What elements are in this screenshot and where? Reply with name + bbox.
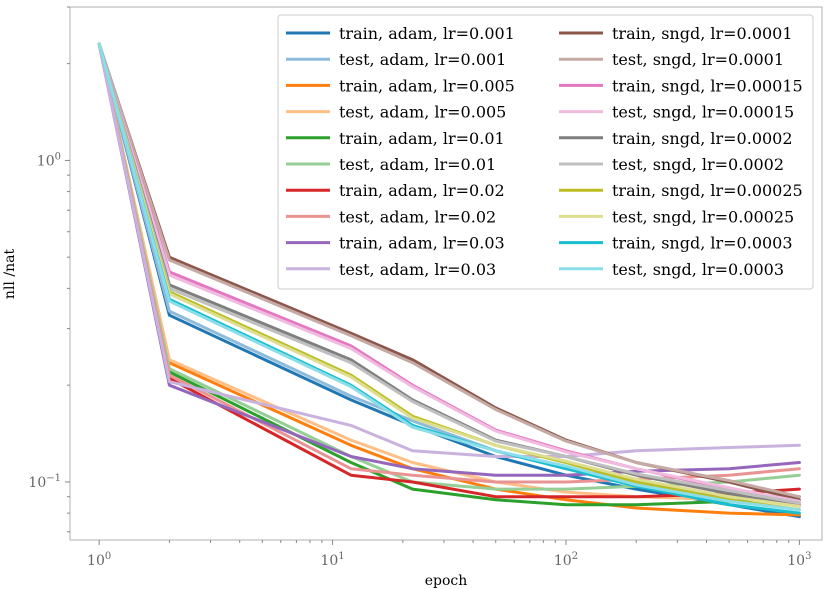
legend-label: test, sngd, lr=0.0003 bbox=[612, 260, 784, 279]
legend-label: train, sngd, lr=0.0002 bbox=[612, 129, 793, 148]
legend-label: test, sngd, lr=0.00015 bbox=[612, 103, 794, 122]
legend-label: test, adam, lr=0.02 bbox=[339, 207, 496, 226]
series-line-5 bbox=[97, 42, 801, 507]
legend-label: test, sngd, lr=0.00025 bbox=[612, 207, 794, 226]
x-tick-label: 101 bbox=[320, 551, 344, 569]
y-axis-label: nll /nat bbox=[2, 249, 18, 300]
ticks-layer: 100 101 102 103 10−1 100 bbox=[28, 6, 811, 569]
x-tick-label: 102 bbox=[554, 551, 578, 569]
legend-label: train, adam, lr=0.01 bbox=[339, 129, 505, 148]
legend-box bbox=[277, 14, 814, 290]
series-line-10 bbox=[97, 42, 801, 458]
legend-label: train, sngd, lr=0.00015 bbox=[612, 76, 803, 95]
legend-label: train, adam, lr=0.03 bbox=[339, 234, 505, 253]
series-line-18 bbox=[97, 42, 801, 508]
legend-label: test, adam, lr=0.01 bbox=[339, 155, 496, 174]
y-tick-label: 10−1 bbox=[28, 473, 61, 491]
legend-label: test, adam, lr=0.03 bbox=[339, 260, 496, 279]
series-line-12 bbox=[97, 42, 801, 499]
x-tick-label: 103 bbox=[787, 551, 811, 569]
legend-label: train, adam, lr=0.02 bbox=[339, 181, 505, 200]
series-line-9 bbox=[97, 42, 801, 477]
plot-frame bbox=[69, 6, 823, 541]
series-layer bbox=[97, 42, 801, 519]
series-line-14 bbox=[97, 42, 801, 503]
legend-label: test, adam, lr=0.001 bbox=[339, 50, 506, 69]
legend-label: test, sngd, lr=0.0001 bbox=[612, 50, 784, 69]
legend-label: test, sngd, lr=0.0002 bbox=[612, 155, 784, 174]
legend-label: train, adam, lr=0.001 bbox=[339, 24, 515, 43]
legend-label: train, sngd, lr=0.0003 bbox=[612, 234, 793, 253]
legend-label: train, adam, lr=0.005 bbox=[339, 76, 515, 95]
y-tick-label: 100 bbox=[37, 151, 61, 169]
legend-label: train, sngd, lr=0.00025 bbox=[612, 181, 803, 200]
legend: train, adam, lr=0.001 test, adam, lr=0.00… bbox=[277, 14, 814, 290]
series-line-16 bbox=[97, 42, 801, 505]
legend-label: test, adam, lr=0.005 bbox=[339, 103, 506, 122]
x-axis-label: epoch bbox=[425, 573, 468, 589]
x-tick-label: 100 bbox=[87, 551, 111, 569]
series-line-20 bbox=[97, 42, 801, 512]
legend-label: train, sngd, lr=0.0001 bbox=[612, 24, 793, 43]
